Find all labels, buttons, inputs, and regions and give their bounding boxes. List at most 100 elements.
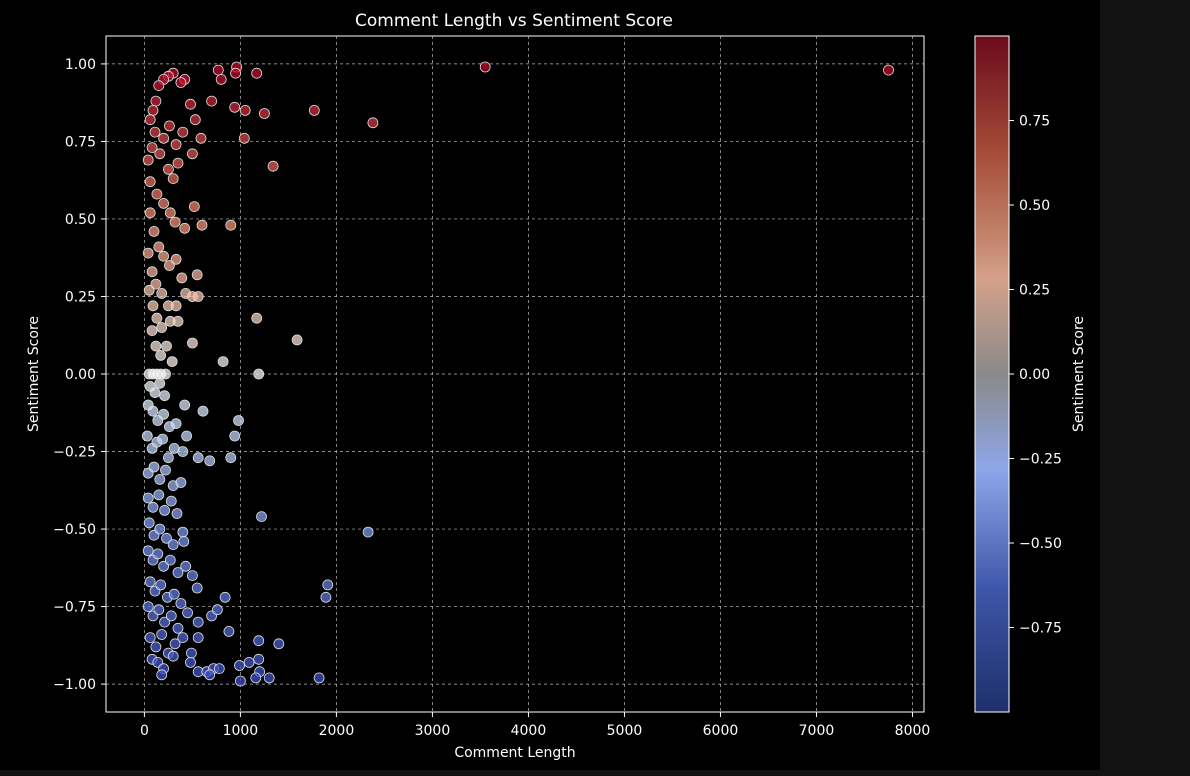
y-tick-label: −1.00 <box>53 677 96 693</box>
data-point <box>175 477 187 488</box>
data-point <box>161 340 172 352</box>
x-axis-label: Comment Length <box>454 745 575 761</box>
data-point <box>251 67 263 79</box>
data-point <box>163 120 175 132</box>
chart-title: Comment Length vs Sentiment Score <box>355 11 673 31</box>
data-point <box>256 511 267 522</box>
data-point <box>150 278 162 290</box>
data-point <box>192 632 204 643</box>
data-point <box>158 560 170 572</box>
data-point <box>143 284 155 296</box>
data-point <box>181 430 193 442</box>
data-point <box>204 455 216 467</box>
data-point <box>177 446 189 457</box>
data-point <box>153 80 165 91</box>
data-point <box>223 626 235 637</box>
data-point <box>177 526 189 538</box>
data-point <box>362 526 374 538</box>
data-point <box>253 653 265 665</box>
x-tick-label: 2000 <box>319 723 355 739</box>
data-point <box>197 405 209 417</box>
data-point <box>141 430 153 442</box>
x-tick-label: 3000 <box>415 723 451 739</box>
data-point <box>165 610 177 622</box>
data-point <box>147 405 159 417</box>
data-point <box>144 632 156 643</box>
data-point <box>225 219 237 231</box>
data-point <box>159 390 171 402</box>
data-point <box>215 74 227 85</box>
data-point <box>176 272 188 284</box>
data-point <box>172 567 184 578</box>
data-point <box>182 607 194 619</box>
data-point <box>152 548 164 560</box>
colorbar-label: Sentiment Score <box>1071 316 1087 432</box>
y-tick-label: 0.75 <box>65 134 96 150</box>
y-tick-label: −0.50 <box>53 522 96 538</box>
data-point <box>146 142 158 154</box>
data-point <box>142 154 154 166</box>
data-point <box>147 105 159 116</box>
colorbar-tick-label: 0.25 <box>1019 283 1050 299</box>
data-point <box>175 77 187 88</box>
data-point <box>159 616 171 628</box>
data-point <box>479 61 491 73</box>
data-point <box>233 415 244 426</box>
data-point <box>230 67 242 79</box>
data-point <box>196 219 208 231</box>
data-point <box>155 349 167 361</box>
x-axis-ticks: 0 1000 2000 3000 4000 5000 6000 7000 8000 <box>140 712 930 739</box>
colorbar-tick-label: −0.75 <box>1019 621 1062 637</box>
data-point <box>158 132 170 144</box>
data-point <box>154 523 166 535</box>
x-tick-label: 5000 <box>607 723 643 739</box>
data-point <box>170 253 182 265</box>
data-points <box>141 61 894 687</box>
data-point <box>168 588 180 600</box>
x-tick-label: 7000 <box>799 723 835 739</box>
data-point <box>166 356 178 368</box>
data-point <box>206 95 218 107</box>
data-point <box>149 387 161 399</box>
data-point <box>186 148 198 160</box>
data-point <box>186 337 198 349</box>
data-point <box>147 300 159 312</box>
data-point <box>172 157 184 169</box>
data-point <box>150 95 162 107</box>
data-point <box>320 591 332 603</box>
data-point <box>151 312 163 324</box>
data-point <box>164 554 176 566</box>
colorbar-tick-label: 0.50 <box>1019 198 1050 214</box>
data-point <box>160 464 171 476</box>
data-point <box>291 334 303 346</box>
data-point <box>165 495 177 507</box>
data-point <box>225 452 237 464</box>
data-point <box>147 501 159 513</box>
data-point <box>167 539 179 550</box>
data-point <box>142 492 154 504</box>
data-point <box>185 657 196 668</box>
data-point <box>156 669 168 681</box>
data-point <box>179 222 191 234</box>
data-point <box>156 287 168 299</box>
x-tick-label: 6000 <box>703 723 739 739</box>
data-point <box>192 291 204 302</box>
data-point <box>883 64 894 76</box>
data-point <box>162 163 174 175</box>
data-point <box>142 545 154 557</box>
data-point <box>243 657 255 668</box>
data-point <box>155 579 167 591</box>
data-point <box>186 570 198 581</box>
data-point <box>142 247 154 259</box>
data-point <box>195 132 207 144</box>
y-tick-label: 0.25 <box>65 289 96 305</box>
data-point <box>250 672 262 684</box>
data-point <box>159 504 171 516</box>
y-tick-label: −0.25 <box>53 445 96 461</box>
data-point <box>253 635 265 647</box>
data-point <box>188 201 200 213</box>
data-point <box>149 126 161 138</box>
data-point <box>148 225 160 237</box>
data-point <box>146 325 158 337</box>
x-tick-label: 0 <box>140 723 149 739</box>
